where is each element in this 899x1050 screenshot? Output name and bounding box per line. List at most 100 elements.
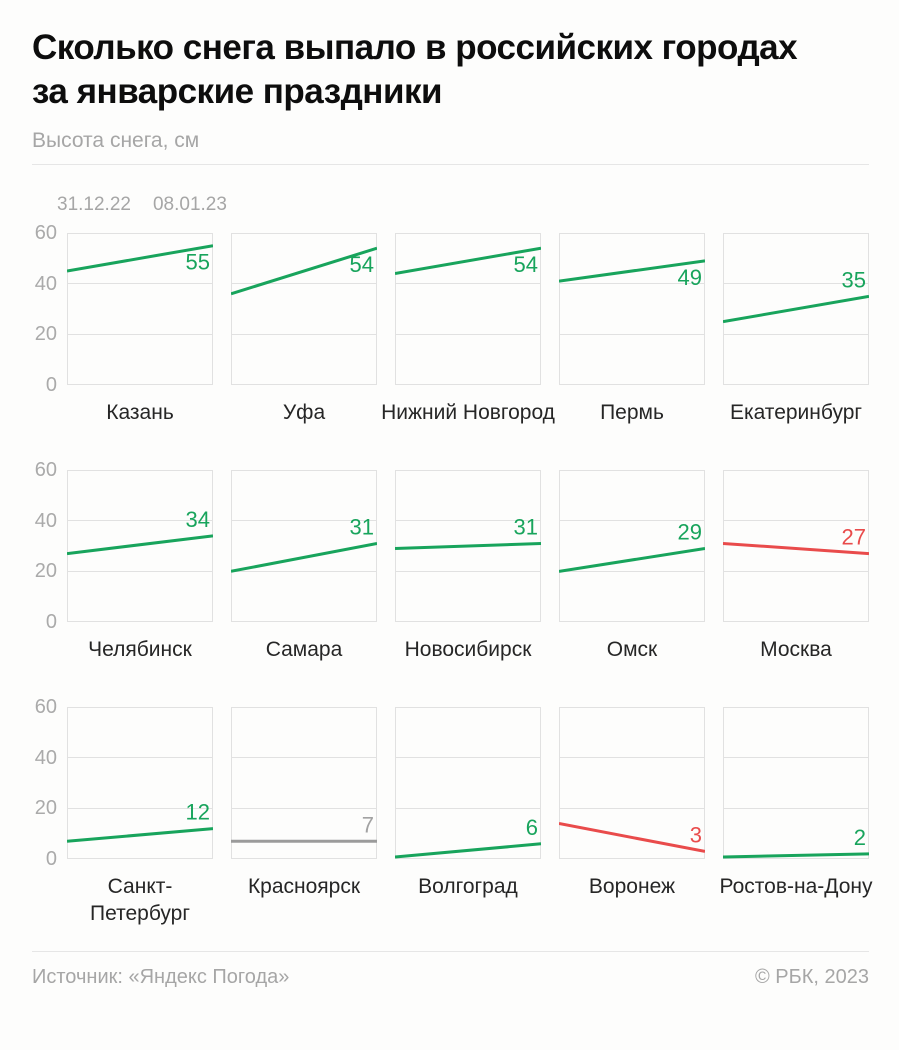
value-label: 31 [514, 514, 538, 539]
value-label: 34 [186, 507, 210, 532]
city-label-line: Пермь [600, 401, 664, 424]
chart-panel-svg: 7 [231, 707, 377, 859]
panel-frame [395, 233, 541, 385]
axis-labels: 60 40 20 0 [32, 460, 67, 632]
legend-date-start: 31.12.22 [57, 194, 131, 215]
city-label-line: Москва [760, 638, 832, 661]
panels: 34 Челябинск 31 Самара 31 Новосибирск 29 Омск 27… [67, 470, 869, 663]
trend-line [395, 541, 541, 551]
mini-chart: 54 Уфа [231, 233, 377, 426]
value-label: 54 [514, 252, 538, 277]
city-label: Челябинск [67, 636, 213, 663]
chart-panel-svg: 34 [67, 470, 213, 622]
axis-tick-label: 40 [34, 272, 57, 295]
mini-chart: 55 Казань [67, 233, 213, 426]
city-label-line: Санкт- [107, 875, 173, 898]
trend-line [395, 246, 541, 276]
mini-chart: 6 Волгоград [395, 707, 541, 927]
page-title: Сколько снега выпало в российских города… [32, 26, 869, 114]
value-label: 6 [526, 815, 538, 840]
panel-frame [559, 707, 705, 859]
city-label-line: Казань [106, 401, 174, 424]
mini-chart: 7 Красноярск [231, 707, 377, 927]
axis-tick-label: 0 [45, 611, 57, 633]
city-label-line: Самара [265, 638, 343, 661]
chart-legend: 31.12.22 08.01.23 [57, 193, 869, 216]
chart-panel-svg: 31 [395, 470, 541, 622]
city-label: Воронеж [559, 873, 705, 900]
page-title-line-1: Сколько снега выпало в российских города… [32, 28, 798, 67]
panel-frame [723, 707, 869, 859]
trend-line [231, 246, 377, 296]
panel-frame [395, 707, 541, 859]
chart-panel-svg: 54 [395, 233, 541, 385]
copyright-label: © РБК, 2023 [754, 966, 869, 988]
chart-subtitle: Высота снега, см [32, 129, 200, 152]
axis-tick-label: 20 [34, 797, 57, 820]
value-label: 12 [186, 800, 210, 825]
city-label: Москва [723, 636, 869, 663]
panel-frame [67, 470, 213, 622]
city-label-line: Нижний Новгород [381, 401, 555, 424]
value-label: 3 [690, 822, 702, 847]
value-label: 31 [350, 514, 374, 539]
value-label: 55 [186, 250, 210, 275]
axis-tick-label: 0 [45, 374, 57, 396]
mini-chart: 2 Ростов-на-Дону [720, 707, 873, 927]
chart-panel-svg: 12 [67, 707, 213, 859]
mini-chart: 3 Воронеж [559, 707, 705, 927]
city-label: Екатеринбург [723, 399, 869, 426]
chart-panel-svg: 2 [723, 707, 869, 859]
trend-line [723, 541, 869, 556]
city-label-line: Ростов-на-Дону [719, 875, 873, 898]
trend-line [723, 852, 869, 859]
value-label: 27 [842, 525, 866, 550]
city-label: Новосибирск [395, 636, 541, 663]
value-label: 29 [678, 520, 702, 545]
trend-line [559, 547, 705, 573]
mini-chart: 12 Санкт- Петербург [67, 707, 213, 927]
trend-line [67, 244, 213, 273]
trend-line [559, 822, 705, 853]
chart-row: 60 40 20 0 55 Казань 54 Уфа 54 Нижний Новгород 49 П… [32, 223, 869, 426]
header-divider [32, 164, 869, 165]
value-label: 35 [842, 267, 866, 292]
axis-tick-label: 20 [34, 323, 57, 346]
axis-tick-label: 20 [34, 560, 57, 583]
legend-date-end: 08.01.23 [152, 194, 227, 215]
footer-divider [32, 951, 869, 952]
panel-frame [559, 470, 705, 622]
axis-tick-label: 60 [34, 222, 57, 244]
city-label: Омск [559, 636, 705, 663]
mini-chart: 54 Нижний Новгород [381, 233, 555, 426]
axis-labels: 60 40 20 0 [32, 223, 67, 395]
chart-panel-svg: 54 [231, 233, 377, 385]
panels: 55 Казань 54 Уфа 54 Нижний Новгород 49 Пермь 35 Е… [67, 233, 869, 426]
panel-frame [559, 233, 705, 385]
city-label-line: Петербург [90, 902, 190, 925]
city-label: Казань [67, 399, 213, 426]
city-label: Самара [231, 636, 377, 663]
mini-chart: 31 Самара [231, 470, 377, 663]
city-label-line: Красноярск [247, 875, 361, 898]
chart-panel-svg: 29 [559, 470, 705, 622]
chart-panel-svg: 31 [231, 470, 377, 622]
city-label: Уфа [231, 399, 377, 426]
mini-chart: 29 Омск [559, 470, 705, 663]
city-label-line: Воронеж [588, 875, 676, 898]
chart-panel-svg: 3 [559, 707, 705, 859]
panel-frame [231, 707, 377, 859]
city-label: Пермь [559, 399, 705, 426]
chart-panel-svg: 6 [395, 707, 541, 859]
trend-line [395, 842, 541, 859]
mini-chart: 34 Челябинск [67, 470, 213, 663]
chart-panel-svg: 55 [67, 233, 213, 385]
panels: 12 Санкт- Петербург 7 Красноярск 6 Волгоград 3 В… [67, 707, 873, 927]
city-label: Нижний Новгород [381, 399, 555, 426]
mini-chart: 31 Новосибирск [395, 470, 541, 663]
city-label-line: Уфа [282, 401, 326, 424]
mini-chart: 27 Москва [723, 470, 869, 663]
city-label: Красноярск [231, 873, 377, 900]
panel-frame [67, 233, 213, 385]
city-label-line: Челябинск [88, 638, 192, 661]
